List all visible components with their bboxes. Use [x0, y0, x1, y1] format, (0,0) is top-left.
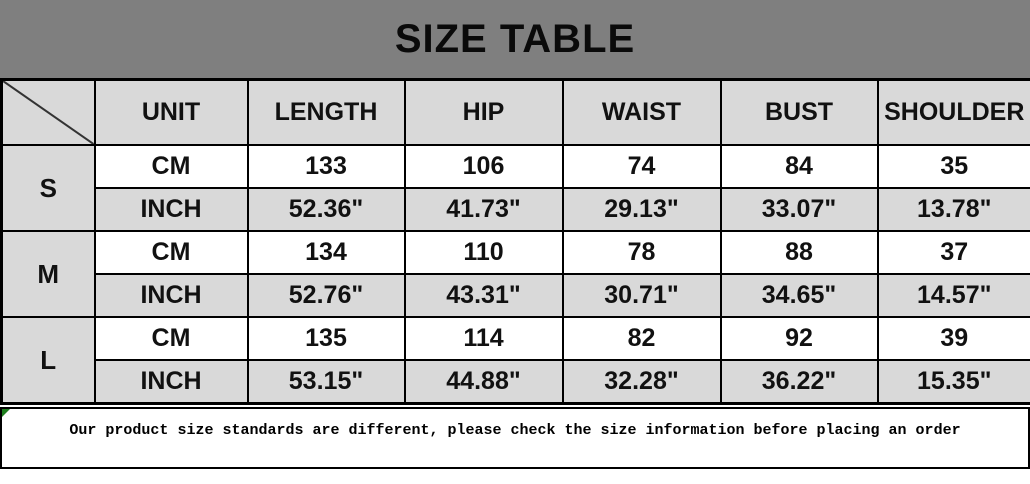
unit-cell: CM [93, 316, 249, 361]
table-cell: 114 [403, 316, 564, 361]
col-header-hip: HIP [403, 78, 564, 146]
title-banner: SIZE TABLE [0, 0, 1030, 78]
table-row-l-cm: L CM 135 114 82 92 39 [0, 316, 1030, 405]
page-title: SIZE TABLE [394, 16, 636, 61]
table-row-m-inch: INCH 52.76" 43.31" 30.71" 34.65" 14.57" [2, 273, 1030, 318]
table-cell: 15.35" [876, 359, 1030, 405]
table-row-l-inch: INCH 53.15" 44.88" 32.28" 36.22" 15.35" [2, 359, 1030, 405]
unit-cell: INCH [93, 359, 249, 405]
table-cell: 34.65" [719, 273, 879, 318]
size-note-box: Our product size standards are different… [0, 407, 1030, 469]
table-cell: 32.28" [561, 359, 722, 405]
table-cell: 43.31" [403, 273, 564, 318]
size-label-l: L [0, 316, 96, 405]
col-header-unit: UNIT [93, 78, 249, 146]
table-cell: 92 [719, 316, 879, 361]
size-label-m: M [0, 230, 96, 318]
unit-cell: CM [93, 230, 249, 275]
table-cell: 14.57" [876, 273, 1030, 318]
unit-cell: INCH [93, 187, 249, 232]
unit-cell: CM [93, 144, 249, 189]
diagonal-line [3, 81, 94, 144]
table-cell: 134 [246, 230, 406, 275]
table-row-m-cm: M CM 134 110 78 88 37 [0, 230, 1030, 318]
table-cell: 88 [719, 230, 879, 275]
table-cell: 135 [246, 316, 406, 361]
table-cell: 84 [719, 144, 879, 189]
col-header-shoulder: SHOULDER [876, 78, 1030, 146]
table-row-s-inch: INCH 52.36" 41.73" 29.13" 33.07" 13.78" [2, 187, 1030, 232]
table-cell: 78 [561, 230, 722, 275]
table-cell: 74 [561, 144, 722, 189]
table-cell: 110 [403, 230, 564, 275]
table-cell: 29.13" [561, 187, 722, 232]
table-cell: 44.88" [403, 359, 564, 405]
table-cell: 39 [876, 316, 1030, 361]
size-label-s: S [0, 144, 96, 232]
table-cell: 52.76" [246, 273, 406, 318]
size-table: UNIT LENGTH HIP WAIST BUST SHOULDER S CM… [0, 78, 1030, 405]
unit-cell: INCH [93, 273, 249, 318]
table-cell: 30.71" [561, 273, 722, 318]
table-cell: 33.07" [719, 187, 879, 232]
table-cell: 133 [246, 144, 406, 189]
diagonal-corner-cell [0, 78, 96, 146]
table-cell: 35 [876, 144, 1030, 189]
table-cell: 41.73" [403, 187, 564, 232]
green-corner-marker-icon [2, 409, 10, 417]
table-header-row: UNIT LENGTH HIP WAIST BUST SHOULDER [0, 78, 1030, 146]
table-cell: 106 [403, 144, 564, 189]
table-row-s-cm: S CM 133 106 74 84 35 [0, 144, 1030, 232]
col-header-length: LENGTH [246, 78, 406, 146]
table-cell: 37 [876, 230, 1030, 275]
table-cell: 53.15" [246, 359, 406, 405]
table-cell: 13.78" [876, 187, 1030, 232]
size-note-text: Our product size standards are different… [69, 422, 961, 439]
table-cell: 36.22" [719, 359, 879, 405]
col-header-waist: WAIST [561, 78, 722, 146]
table-cell: 82 [561, 316, 722, 361]
table-cell: 52.36" [246, 187, 406, 232]
col-header-bust: BUST [719, 78, 879, 146]
